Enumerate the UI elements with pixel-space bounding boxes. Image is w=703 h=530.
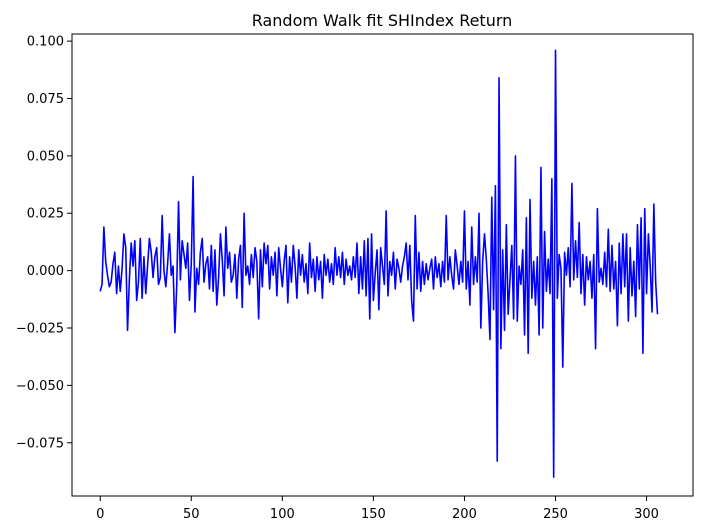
x-tick-label: 300 <box>634 507 659 522</box>
y-tick-label: 0.075 <box>27 92 64 107</box>
y-tick-label: 0.000 <box>27 264 64 279</box>
series-line-0 <box>99 49 659 478</box>
y-tick-label: −0.050 <box>16 379 64 394</box>
chart-title: Random Walk fit SHIndex Return <box>252 11 513 30</box>
y-tick-label: 0.050 <box>27 149 64 164</box>
y-tick-label: −0.025 <box>16 322 64 337</box>
x-tick-label: 250 <box>543 507 568 522</box>
plot-area <box>99 49 659 478</box>
x-tick-label: 200 <box>452 507 477 522</box>
x-tick-label: 50 <box>183 507 200 522</box>
x-tick-label: 100 <box>270 507 295 522</box>
x-tick-label: 150 <box>361 507 386 522</box>
x-axis: 0 50 100 150 200 250 300 <box>96 496 659 522</box>
plot-frame <box>71 33 694 497</box>
y-tick-label: −0.075 <box>16 436 64 451</box>
x-tick-label: 0 <box>96 507 104 522</box>
y-tick-label: 0.100 <box>27 35 64 50</box>
y-tick-label: 0.025 <box>27 207 64 222</box>
y-axis: 0.100 0.075 0.050 0.025 0.000 −0.025 −0.050 −0.… <box>16 35 72 451</box>
